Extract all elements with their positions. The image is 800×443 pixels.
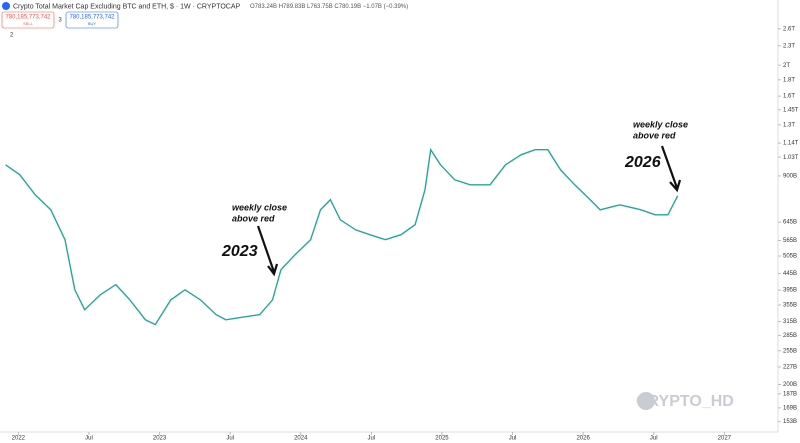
y-tick-label: 200B — [783, 382, 797, 388]
y-tick-label: 505B — [783, 254, 797, 260]
annotation-year: 2026 — [624, 154, 661, 171]
y-tick-label: 285B — [783, 333, 797, 339]
y-tick-label: 153B — [783, 419, 797, 425]
y-tick-label: 2.6T — [783, 26, 795, 32]
symbol-icon — [2, 2, 10, 10]
y-tick-label: 445B — [783, 271, 797, 277]
x-tick-label: 2027 — [718, 436, 732, 442]
y-tick-label: 355B — [783, 303, 797, 309]
x-tick-label: Jul — [509, 436, 517, 442]
y-tick-label: 2.3T — [783, 43, 795, 49]
y-tick-label: 169B — [783, 405, 797, 411]
y-tick-label: 1.6T — [783, 94, 795, 100]
sell-price: 780,185,773,742 — [5, 15, 51, 21]
x-tick-label: 2025 — [435, 436, 449, 442]
y-tick-label: 2T — [783, 63, 790, 69]
annotation-year: 2023 — [221, 243, 258, 260]
watermark-icon — [637, 392, 655, 410]
arrow — [660, 145, 682, 193]
y-tick-label: 255B — [783, 348, 797, 354]
y-tick-label: 900B — [783, 173, 797, 179]
annotation: above red — [633, 130, 676, 140]
buy-box[interactable] — [65, 11, 119, 29]
chart-title: Crypto Total Market Cap Excluding BTC an… — [13, 3, 241, 10]
x-tick-label: Jul — [650, 436, 658, 442]
y-tick-label: 1.03T — [783, 155, 799, 161]
y-tick-label: 1.14T — [783, 141, 799, 147]
x-tick-label: 2022 — [12, 436, 26, 442]
y-tick-label: 1.8T — [783, 77, 795, 83]
y-tick-label: 565B — [783, 238, 797, 244]
x-tick-label: 2023 — [153, 436, 167, 442]
y-tick-label: 645B — [783, 220, 797, 226]
price-line — [5, 147, 679, 326]
x-tick-label: 2024 — [294, 436, 308, 442]
buy-label: BUY — [88, 21, 97, 26]
y-tick-label: 187B — [783, 391, 797, 397]
indicator-count: 2 — [10, 33, 14, 39]
sell-label: SELL — [23, 21, 34, 26]
annotation: weekly close — [232, 202, 287, 212]
x-tick-label: Jul — [226, 436, 234, 442]
y-tick-label: 1.3T — [783, 122, 795, 128]
annotation: above red — [232, 213, 275, 223]
ohlc: O783.24B H789.83B L763.75B C780.19B −1.0… — [250, 4, 408, 10]
x-tick-label: 2026 — [576, 436, 590, 442]
y-tick-label: 315B — [783, 319, 797, 325]
y-tick-label: 395B — [783, 288, 797, 294]
arrow — [256, 225, 279, 277]
y-tick-label: 227B — [783, 365, 797, 371]
annotation: weekly close — [633, 119, 688, 129]
spread: 3 — [58, 18, 62, 24]
sell-box[interactable] — [1, 11, 55, 29]
x-tick-label: Jul — [85, 436, 93, 442]
y-tick-label: 1.45T — [783, 107, 799, 113]
watermark: CRYPTO_HD — [636, 393, 734, 410]
x-tick-label: Jul — [368, 436, 376, 442]
buy-price: 780,185,773,742 — [69, 15, 115, 21]
